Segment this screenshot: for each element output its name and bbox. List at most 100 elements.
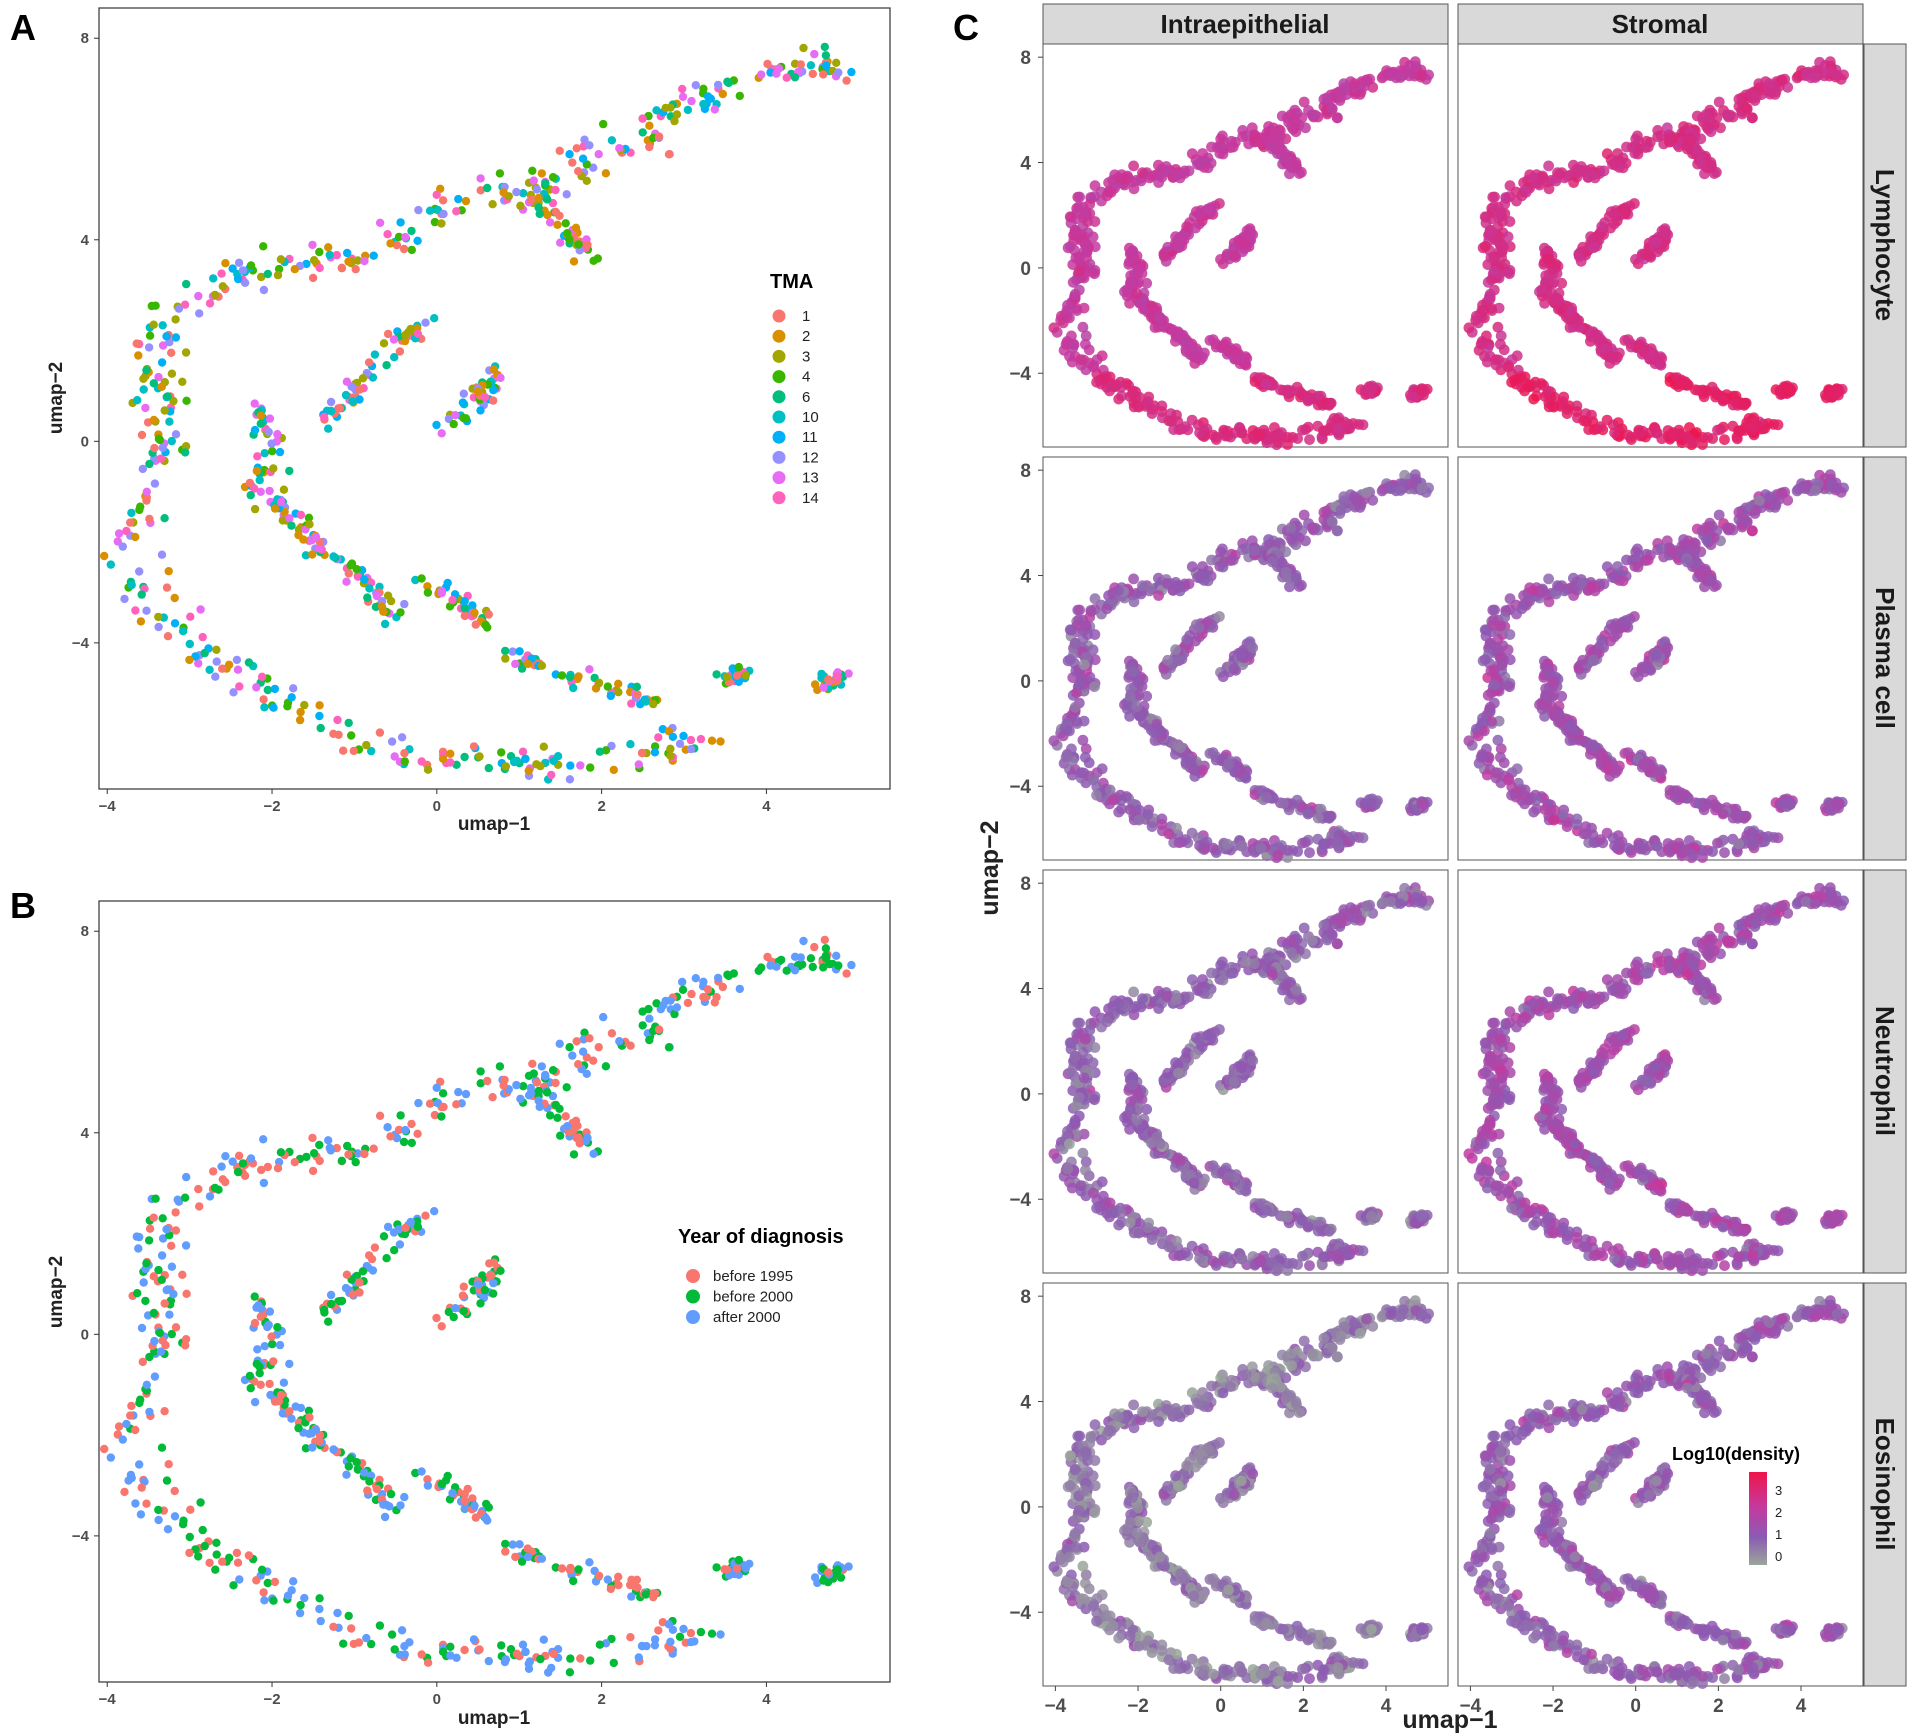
data-point <box>757 70 766 79</box>
data-point <box>1357 419 1369 431</box>
data-point <box>417 757 426 766</box>
data-point <box>763 59 772 69</box>
data-point <box>595 1640 605 1649</box>
data-point <box>344 1611 353 1621</box>
data-point <box>352 1458 361 1467</box>
data-point <box>171 1208 180 1217</box>
data-point <box>1069 288 1081 300</box>
data-point <box>1504 268 1515 280</box>
data-point <box>1048 735 1060 747</box>
data-point <box>406 324 415 334</box>
data-point <box>438 1647 448 1657</box>
data-point <box>615 1037 624 1046</box>
data-point <box>319 412 329 422</box>
data-point <box>196 605 205 614</box>
data-point <box>386 1489 396 1499</box>
legend-title: Year of diagnosis <box>678 1226 844 1248</box>
data-point <box>480 1285 490 1295</box>
data-point <box>270 684 280 694</box>
data-point <box>163 632 173 641</box>
data-point <box>1463 322 1475 334</box>
data-point <box>362 740 371 750</box>
data-point <box>1297 837 1308 849</box>
data-point <box>218 1175 227 1184</box>
data-point <box>1179 834 1191 846</box>
data-point <box>132 1232 141 1241</box>
data-point <box>287 1586 296 1595</box>
data-point <box>672 1003 682 1012</box>
data-point <box>1480 654 1491 665</box>
data-point <box>645 142 654 152</box>
data-point <box>156 454 166 463</box>
data-point <box>1318 93 1330 105</box>
y-tick-label: 4 <box>81 1125 90 1142</box>
data-point <box>163 1525 173 1534</box>
data-point <box>501 654 510 663</box>
data-point <box>1306 522 1318 533</box>
data-point <box>1304 434 1315 445</box>
data-point <box>209 274 218 283</box>
data-point <box>512 1080 521 1090</box>
data-point <box>285 1359 294 1369</box>
data-point <box>347 1624 356 1633</box>
data-point <box>1365 385 1377 396</box>
data-point <box>185 1532 194 1542</box>
data-point <box>499 1081 508 1090</box>
data-point <box>1163 828 1175 840</box>
data-point <box>387 1630 397 1639</box>
data-point <box>114 1422 124 1431</box>
data-point <box>1240 130 1252 141</box>
data-point <box>430 217 440 227</box>
data-point <box>772 962 781 971</box>
data-point <box>1077 734 1089 746</box>
data-point <box>1131 288 1143 300</box>
data-point <box>268 1340 277 1349</box>
data-point <box>315 1594 324 1603</box>
data-point <box>300 1593 309 1603</box>
data-point <box>167 369 177 378</box>
data-point <box>1719 434 1730 445</box>
data-point <box>390 353 399 362</box>
data-point <box>1687 436 1699 448</box>
data-point <box>437 429 446 438</box>
data-point <box>106 560 116 569</box>
data-point <box>315 247 324 257</box>
data-point <box>1323 812 1335 824</box>
data-point <box>160 514 169 523</box>
legend-swatch <box>772 430 786 444</box>
data-point <box>489 396 498 405</box>
strip-label-neutrophil: Neutrophil <box>1870 1006 1900 1136</box>
data-point <box>476 174 485 183</box>
data-point <box>394 232 404 242</box>
data-point <box>524 1659 533 1669</box>
data-point <box>163 392 172 401</box>
data-point <box>1194 840 1205 852</box>
data-point <box>1297 424 1308 436</box>
panel-b-y-ticks: −4 0 4 8 <box>72 923 99 1545</box>
data-point <box>319 1305 329 1315</box>
data-point <box>1753 495 1765 507</box>
data-point <box>246 1384 255 1393</box>
data-point <box>212 657 221 666</box>
data-point <box>257 672 267 681</box>
data-point <box>1493 246 1505 258</box>
data-point <box>735 984 744 994</box>
data-point <box>819 683 828 692</box>
data-point <box>1156 819 1168 830</box>
data-point <box>1571 819 1583 830</box>
data-point <box>833 1565 842 1574</box>
data-point <box>489 385 498 395</box>
data-point <box>578 1047 588 1056</box>
data-point <box>645 1035 654 1045</box>
data-point <box>799 43 808 53</box>
data-point <box>627 1592 636 1601</box>
data-point <box>325 1143 334 1153</box>
data-point <box>139 385 148 394</box>
data-point <box>519 189 528 198</box>
data-point <box>127 1401 136 1411</box>
data-point <box>822 61 831 70</box>
data-point <box>716 737 725 746</box>
data-point <box>430 1110 440 1120</box>
